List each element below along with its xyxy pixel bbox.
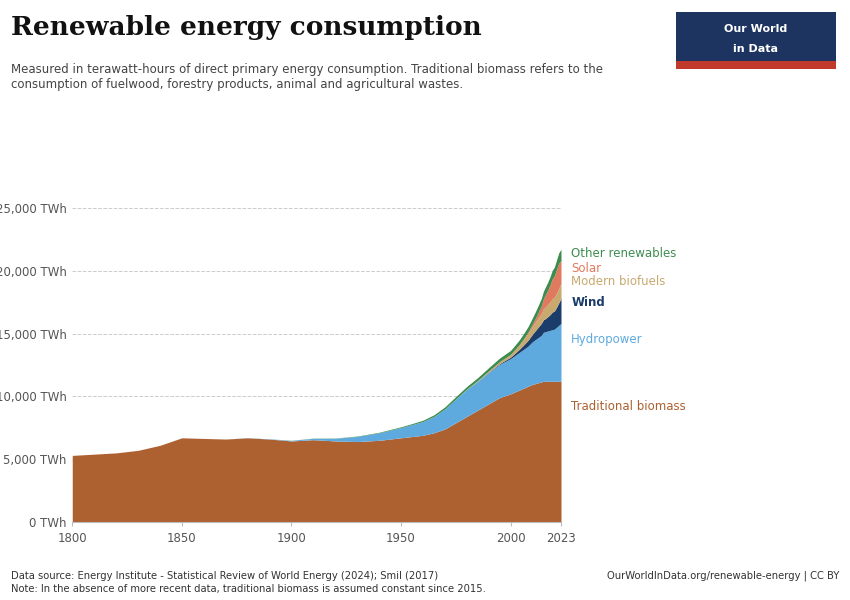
- Text: Data source: Energy Institute - Statistical Review of World Energy (2024); Smil : Data source: Energy Institute - Statisti…: [11, 571, 439, 581]
- Text: Note: In the absence of more recent data, traditional biomass is assumed constan: Note: In the absence of more recent data…: [11, 584, 486, 594]
- Text: Traditional biomass: Traditional biomass: [571, 400, 686, 413]
- Text: Wind: Wind: [571, 296, 605, 308]
- Text: OurWorldInData.org/renewable-energy | CC BY: OurWorldInData.org/renewable-energy | CC…: [607, 570, 839, 581]
- Text: in Data: in Data: [734, 44, 778, 54]
- Text: Modern biofuels: Modern biofuels: [571, 275, 666, 289]
- Text: Other renewables: Other renewables: [571, 247, 677, 260]
- Text: Renewable energy consumption: Renewable energy consumption: [11, 15, 482, 40]
- Text: Measured in terawatt-hours of direct primary energy consumption. Traditional bio: Measured in terawatt-hours of direct pri…: [11, 63, 603, 91]
- Text: Our World: Our World: [724, 24, 787, 34]
- Text: Solar: Solar: [571, 262, 601, 275]
- Text: Hydropower: Hydropower: [571, 333, 643, 346]
